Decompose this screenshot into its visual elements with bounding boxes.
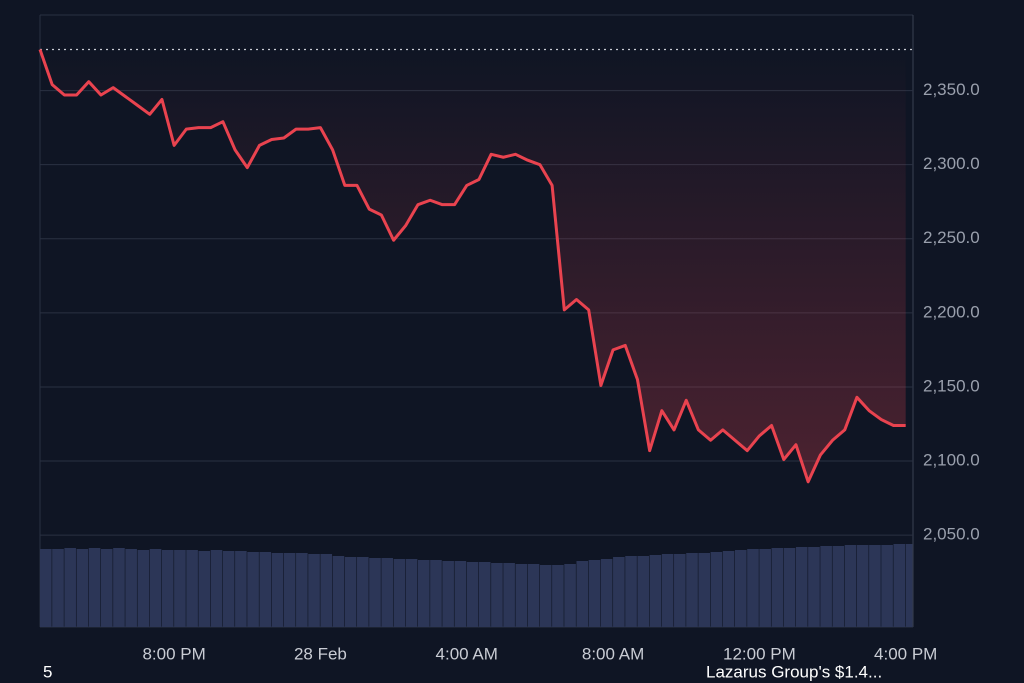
volume-bar bbox=[478, 562, 491, 627]
volume-bar bbox=[137, 550, 150, 627]
volume-bar bbox=[808, 547, 820, 627]
volume-bar bbox=[442, 561, 454, 627]
volume-bar bbox=[674, 554, 686, 627]
x-tick-label: 12:00 PM bbox=[723, 644, 796, 663]
volume-bar bbox=[149, 549, 162, 627]
volume-bar bbox=[235, 551, 247, 627]
x-tick-label: 4:00 AM bbox=[436, 644, 498, 663]
volume-bar bbox=[869, 545, 881, 627]
volume-bar bbox=[710, 552, 723, 627]
volume-bar bbox=[783, 548, 796, 627]
volume-bar bbox=[515, 564, 528, 627]
volume-bar bbox=[527, 564, 540, 627]
x-tick-label: 8:00 PM bbox=[142, 644, 205, 663]
volume-bar bbox=[283, 553, 296, 627]
x-tick-label: 8:00 AM bbox=[582, 644, 644, 663]
volume-bar bbox=[905, 544, 913, 627]
volume-bar bbox=[113, 548, 125, 627]
volume-bar bbox=[430, 560, 442, 627]
volume-bar bbox=[698, 553, 711, 627]
y-tick-label: 2,050.0 bbox=[923, 525, 980, 544]
y-tick-label: 2,150.0 bbox=[923, 376, 980, 395]
volume-bar bbox=[393, 559, 406, 627]
volume-bar bbox=[832, 546, 845, 627]
volume-bar bbox=[198, 551, 211, 627]
volume-bar bbox=[722, 551, 735, 627]
annotation: 5 bbox=[43, 662, 52, 681]
volume-bar bbox=[174, 550, 186, 627]
volume-bar bbox=[491, 563, 503, 627]
volume-bar bbox=[210, 550, 223, 627]
volume-bar bbox=[466, 562, 479, 627]
volume-bar bbox=[564, 564, 576, 627]
volume-bar bbox=[271, 553, 284, 627]
volume-bar bbox=[844, 545, 857, 627]
volume-bar bbox=[381, 558, 393, 627]
volume-bar bbox=[759, 549, 771, 627]
x-tick-label: 28 Feb bbox=[294, 644, 347, 663]
volume-bar bbox=[893, 544, 906, 627]
volume-bar bbox=[454, 561, 467, 627]
volume-bar bbox=[186, 550, 198, 627]
volume-bar bbox=[52, 549, 64, 627]
volume-bar bbox=[40, 549, 52, 627]
volume-bar bbox=[332, 556, 345, 627]
volume-bar bbox=[856, 545, 869, 627]
volume-bar bbox=[405, 559, 418, 627]
volume-bar bbox=[625, 556, 637, 627]
volume-bar bbox=[259, 552, 272, 627]
volume-bar bbox=[747, 549, 759, 627]
volume-bar bbox=[344, 557, 357, 627]
x-tick-label: 4:00 PM bbox=[874, 644, 937, 663]
volume-bar bbox=[539, 565, 552, 627]
y-tick-label: 2,100.0 bbox=[923, 451, 980, 470]
volume-bar bbox=[161, 550, 174, 627]
volume-bar bbox=[88, 548, 101, 627]
y-tick-label: 2,200.0 bbox=[923, 302, 980, 321]
area-fill bbox=[40, 49, 906, 482]
volume-bar bbox=[125, 549, 137, 627]
volume-bar bbox=[661, 554, 674, 627]
volume-bar bbox=[613, 557, 625, 627]
volume-bar bbox=[820, 546, 832, 627]
volume-bar bbox=[369, 558, 381, 627]
volume-bar bbox=[649, 555, 662, 627]
volume-bar bbox=[64, 548, 76, 627]
volume-bar bbox=[357, 557, 369, 627]
volume-bar bbox=[320, 554, 333, 627]
volume-bar bbox=[600, 559, 613, 627]
volume-bar bbox=[686, 553, 698, 627]
volume-bar bbox=[734, 550, 747, 627]
volume-bar bbox=[76, 549, 89, 627]
y-tick-label: 2,250.0 bbox=[923, 228, 980, 247]
volume-bar bbox=[503, 563, 515, 627]
y-tick-label: 2,350.0 bbox=[923, 80, 980, 99]
volume-bar bbox=[552, 565, 564, 627]
volume-bar bbox=[417, 560, 430, 627]
volume-bar bbox=[588, 560, 601, 627]
volume-bar bbox=[296, 553, 308, 627]
annotation: Lazarus Group's $1.4... bbox=[706, 662, 882, 681]
volume-bar bbox=[100, 549, 113, 627]
volume-bar bbox=[795, 547, 808, 627]
volume-bar bbox=[576, 561, 589, 627]
y-tick-label: 2,300.0 bbox=[923, 154, 980, 173]
volume-bar bbox=[637, 556, 650, 627]
volume-bar bbox=[222, 551, 235, 627]
price-line bbox=[38, 49, 906, 484]
volume-bar bbox=[881, 545, 893, 627]
volume-bar bbox=[247, 552, 259, 627]
volume-bar bbox=[771, 548, 784, 627]
volume-bar bbox=[308, 554, 320, 627]
